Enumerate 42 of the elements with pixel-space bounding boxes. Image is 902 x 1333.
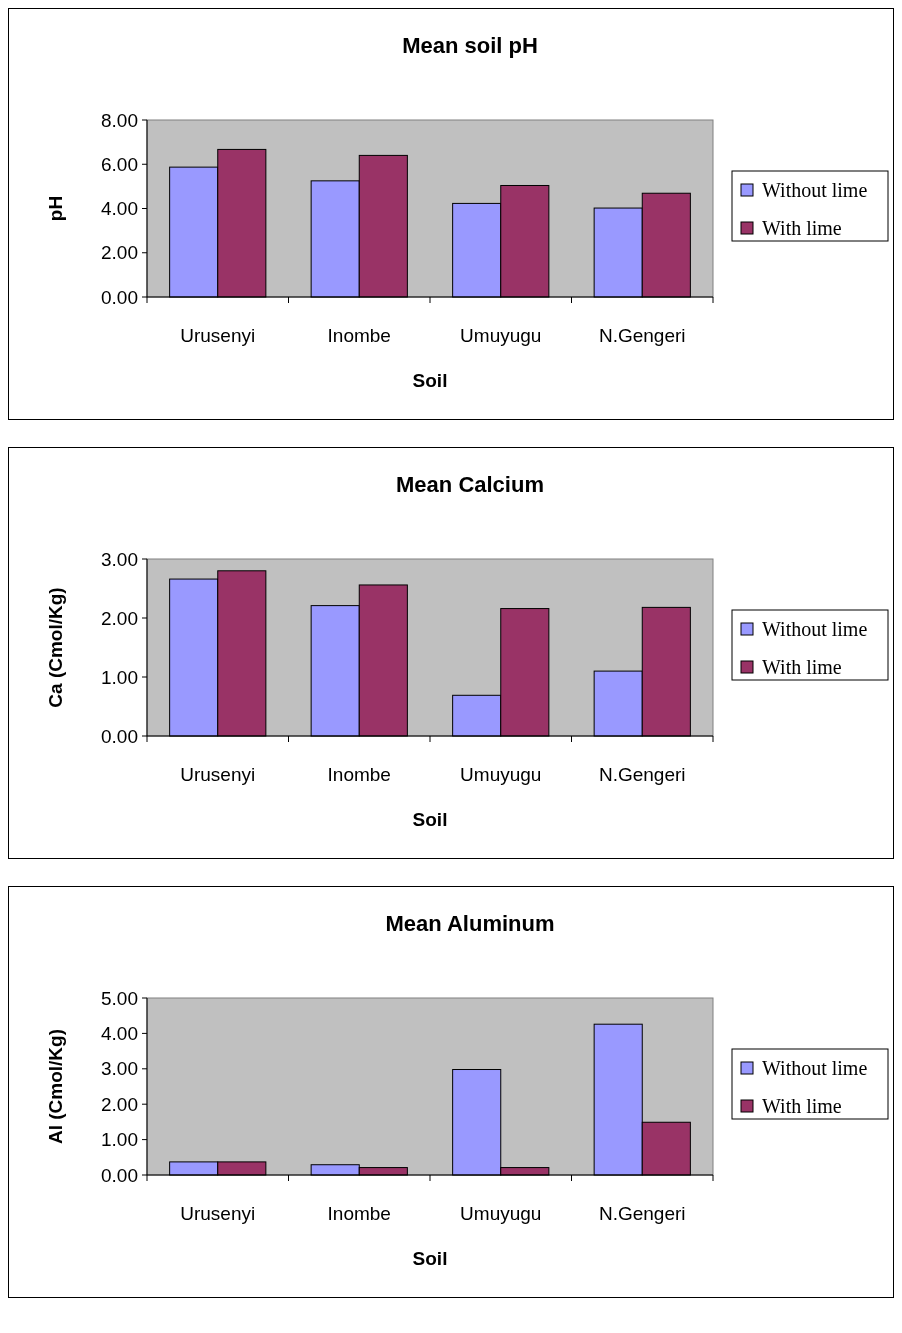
legend-label: Without lime — [762, 1057, 868, 1079]
y-tick-label: 4.00 — [101, 198, 138, 220]
x-tick-label: Inombe — [327, 325, 391, 346]
legend-label: With lime — [762, 217, 842, 239]
y-tick-label: 0.00 — [101, 286, 138, 308]
x-tick-label: N.Gengeri — [598, 1203, 686, 1224]
y-tick-label: 2.00 — [101, 242, 138, 264]
y-axis-title: pH — [45, 195, 66, 222]
y-tick-label: 1.00 — [101, 666, 138, 688]
x-tick-label: Urusenyi — [180, 764, 256, 785]
legend-label: With lime — [762, 656, 842, 678]
x-axis-title: Soil — [412, 1248, 448, 1269]
legend-label: Without lime — [762, 618, 868, 640]
legend-label: With lime — [762, 1095, 842, 1117]
y-tick-label: 3.00 — [101, 548, 138, 570]
y-tick-label: 2.00 — [101, 607, 138, 629]
y-tick-label: 5.00 — [101, 987, 138, 1009]
x-axis-title: Soil — [412, 370, 448, 391]
y-tick-label: 0.00 — [101, 725, 138, 747]
x-tick-label: Inombe — [327, 1203, 391, 1224]
x-tick-label: Urusenyi — [180, 325, 256, 346]
x-tick-label: N.Gengeri — [598, 325, 686, 346]
y-tick-label: 0.00 — [101, 1164, 138, 1186]
y-tick-label: 2.00 — [101, 1093, 138, 1115]
x-tick-label: Inombe — [327, 764, 391, 785]
x-tick-label: Umuyugu — [460, 1203, 542, 1224]
chart-title: Mean soil pH — [402, 33, 538, 58]
y-tick-label: 6.00 — [101, 153, 138, 175]
y-tick-label: 1.00 — [101, 1129, 138, 1151]
y-tick-label: 8.00 — [101, 109, 138, 131]
legend-label: Without lime — [762, 179, 868, 201]
x-tick-label: Umuyugu — [460, 325, 542, 346]
x-axis-title: Soil — [412, 809, 448, 830]
y-axis-title: Ca (Cmol/Kg) — [45, 587, 66, 708]
y-tick-label: 4.00 — [101, 1023, 138, 1045]
chart-title: Mean Aluminum — [385, 911, 555, 936]
y-tick-label: 3.00 — [101, 1058, 138, 1080]
chart-title: Mean Calcium — [396, 472, 544, 497]
x-tick-label: N.Gengeri — [598, 764, 686, 785]
x-tick-label: Urusenyi — [180, 1203, 256, 1224]
x-tick-label: Umuyugu — [460, 764, 542, 785]
y-axis-title: Al (Cmol/Kg) — [45, 1028, 66, 1145]
